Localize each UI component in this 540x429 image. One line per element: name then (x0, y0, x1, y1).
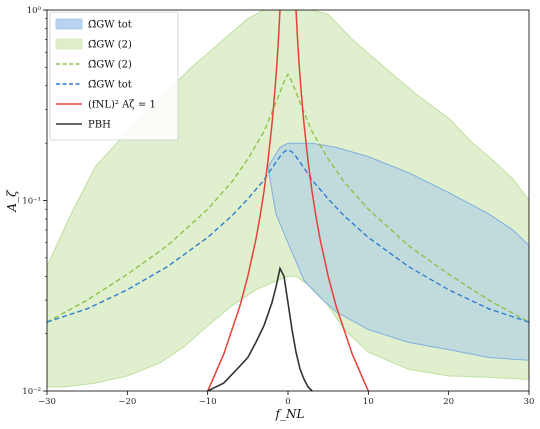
x-tick-label: 30 (524, 397, 535, 407)
legend-label: Ω̄GW tot (88, 20, 132, 31)
series-line-3 (207, 266, 313, 391)
y-tick-label: 10⁰ (27, 6, 42, 16)
x-tick-label: 20 (443, 397, 454, 407)
x-tick-label: −10 (199, 397, 217, 407)
line-constraint-right (295, 10, 369, 391)
x-tick-label: 0 (285, 397, 290, 407)
x-axis-label: f_NL (275, 407, 305, 421)
y-tick-label: 10⁻¹ (22, 197, 41, 207)
y-axis-label: A_ζ (5, 189, 19, 213)
x-tick-label: 10 (363, 397, 374, 407)
series-line-0 (47, 72, 529, 323)
legend-label: (fNL)² Aζ = 1 (88, 100, 156, 111)
legend-label: Ω̄GW (2) (88, 60, 132, 71)
legend-swatch (55, 38, 83, 50)
x-tick-label: −20 (118, 397, 136, 407)
legend-swatch (55, 18, 83, 30)
legend-box (49, 11, 179, 141)
legend: Ω̄GW tot Ω̄GW (2) Ω̄GW (2) Ω̄GW tot (fNL)² A… (49, 11, 179, 141)
legend-label: PBH (88, 120, 111, 131)
x-axis: −30 −20 −10 0 10 20 30 (38, 391, 534, 407)
x-tick-label: −30 (38, 397, 56, 407)
line-constraint-left (207, 10, 281, 391)
y-axis: 10⁻² 10⁻¹ 10⁰ (22, 6, 47, 397)
y-tick-label: 10⁻² (22, 387, 41, 397)
legend-label: Ω̄GW tot (88, 80, 132, 91)
legend-label: Ω̄GW (2) (88, 40, 132, 51)
